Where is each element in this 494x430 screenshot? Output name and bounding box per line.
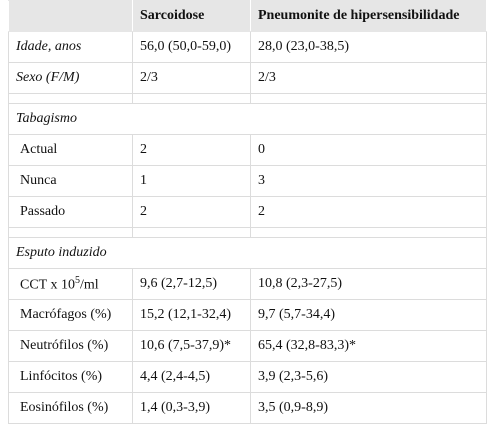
value-cell: 4,4 (2,4-4,5) [132, 361, 251, 393]
table-row: Macrófagos (%) 15,2 (12,1-32,4) 9,7 (5,7-3… [8, 299, 487, 331]
spacer-cell [8, 227, 133, 238]
row-label: CCT x 105/ml [8, 268, 133, 300]
value-cell: 2 [132, 134, 251, 166]
value-cell: 3,9 (2,3-5,6) [250, 361, 487, 393]
spacer-cell [132, 227, 251, 238]
value-cell: 9,7 (5,7-34,4) [250, 299, 487, 331]
row-label: Linfócitos (%) [8, 361, 133, 393]
value-cell: 2 [132, 196, 251, 228]
header-cell: Sarcoidose [132, 0, 251, 32]
table-row: Sexo (F/M) 2/3 2/3 [8, 62, 487, 94]
section-row: Esputo induzido [8, 237, 487, 269]
value-cell: 1 [132, 165, 251, 197]
table-row: Linfócitos (%) 4,4 (2,4-4,5) 3,9 (2,3-5,6) [8, 361, 487, 393]
section-row: Tabagismo [8, 103, 487, 135]
data-table: Sarcoidose Pneumonite de hipersensibilid… [8, 0, 487, 424]
row-label: Sexo (F/M) [8, 62, 133, 94]
value-cell: 2 [250, 196, 487, 228]
value-cell: 1,4 (0,3-3,9) [132, 392, 251, 424]
table-row: Passado 2 2 [8, 196, 487, 228]
spacer-cell [132, 93, 251, 104]
value-cell: 56,0 (50,0-59,0) [132, 31, 251, 63]
section-title: Tabagismo [8, 103, 487, 135]
value-cell: 10,6 (7,5-37,9)* [132, 330, 251, 362]
label-sup: 5 [74, 274, 80, 286]
spacer-cell [250, 227, 487, 238]
row-label: Idade, anos [8, 31, 133, 63]
value-cell: 3 [250, 165, 487, 197]
table-row: Nunca 1 3 [8, 165, 487, 197]
spacer-cell [8, 93, 133, 104]
table-row: Idade, anos 56,0 (50,0-59,0) 28,0 (23,0-38… [8, 31, 487, 63]
row-label: Passado [8, 196, 133, 228]
table-body: Idade, anos 56,0 (50,0-59,0) 28,0 (23,0-38… [8, 31, 487, 424]
table-row: Neutrófilos (%) 10,6 (7,5-37,9)* 65,4 (32,… [8, 330, 487, 362]
section-title: Esputo induzido [8, 237, 487, 269]
value-cell: 2/3 [250, 62, 487, 94]
spacer-row [8, 227, 487, 238]
label-text: CCT x 10 [20, 277, 75, 293]
row-label: Actual [8, 134, 133, 166]
value-cell: 9,6 (2,7-12,5) [132, 268, 251, 300]
value-cell: 2/3 [132, 62, 251, 94]
value-cell: 15,2 (12,1-32,4) [132, 299, 251, 331]
row-label: Macrófagos (%) [8, 299, 133, 331]
header-row: Sarcoidose Pneumonite de hipersensibilid… [8, 0, 487, 32]
spacer-cell [250, 93, 487, 104]
value-cell: 0 [250, 134, 487, 166]
row-label: Neutrófilos (%) [8, 330, 133, 362]
value-cell: 28,0 (23,0-38,5) [250, 31, 487, 63]
value-cell: 10,8 (2,3-27,5) [250, 268, 487, 300]
table-row: CCT x 105/ml 9,6 (2,7-12,5) 10,8 (2,3-27,5… [8, 268, 487, 300]
table-row: Eosinófilos (%) 1,4 (0,3-3,9) 3,5 (0,9-8,9… [8, 392, 487, 424]
value-cell: 3,5 (0,9-8,9) [250, 392, 487, 424]
value-cell: 65,4 (32,8-83,3)* [250, 330, 487, 362]
header-cell [8, 0, 133, 32]
row-label: Eosinófilos (%) [8, 392, 133, 424]
table-row: Actual 2 0 [8, 134, 487, 166]
spacer-row [8, 93, 487, 104]
label-suffix: /ml [79, 277, 99, 293]
header-cell: Pneumonite de hipersensibilidade [250, 0, 487, 32]
row-label: Nunca [8, 165, 133, 197]
